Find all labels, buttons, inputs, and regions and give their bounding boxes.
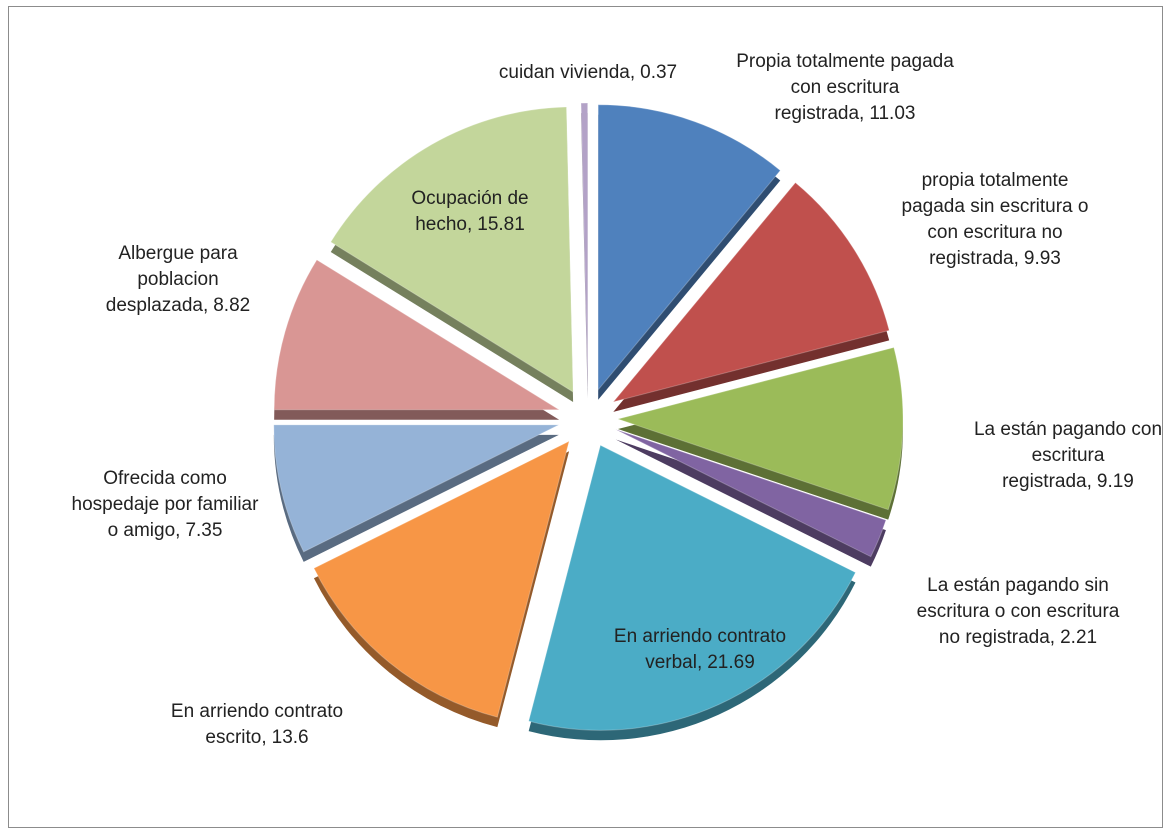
label-category: propia totalmente pagada sin escritura o… xyxy=(901,170,1089,269)
slice xyxy=(615,429,887,558)
slice xyxy=(273,259,561,411)
data-label: En arriendo contrato verbal, 21.69 xyxy=(610,624,790,676)
data-label: Propia totalmente pagada con escritura r… xyxy=(725,49,965,127)
label-category: cuidan vivienda, xyxy=(498,62,636,83)
label-category: La están pagando sin escritura o con esc… xyxy=(916,575,1120,648)
label-value: 13.6 xyxy=(271,727,309,748)
data-label: Ocupación de hecho, 15.81 xyxy=(385,186,555,238)
label-value: 11.03 xyxy=(869,103,916,124)
slice xyxy=(313,440,570,718)
label-category: Propia totalmente pagada con escritura r… xyxy=(736,51,954,124)
slice-depth xyxy=(615,439,886,567)
label-category: La están pagando con escritura registrad… xyxy=(973,419,1163,492)
slice xyxy=(611,181,890,403)
label-category: Ocupación de hecho, xyxy=(411,188,529,235)
data-label: En arriendo contrato escrito, 13.6 xyxy=(157,699,357,751)
data-label: La están pagando sin escritura o con esc… xyxy=(913,573,1123,651)
label-value: 0.37 xyxy=(640,62,678,83)
chart-frame xyxy=(8,6,1163,828)
data-label: propia totalmente pagada sin escritura o… xyxy=(890,168,1100,272)
slice xyxy=(616,346,904,511)
data-label: cuidan vivienda, 0.37 xyxy=(488,60,688,86)
label-category: En arriendo contrato escrito, xyxy=(170,701,344,748)
label-category: En arriendo contrato verbal, xyxy=(613,626,787,673)
label-value: 21.69 xyxy=(707,652,755,673)
data-label: Ofrecida como hospedaje por familiar o a… xyxy=(65,466,265,544)
slice xyxy=(273,424,560,553)
data-label: Albergue para poblacion desplazada, 8.82 xyxy=(83,241,273,319)
label-value: 7.35 xyxy=(185,520,223,541)
label-value: 8.82 xyxy=(213,295,251,316)
label-value: 15.81 xyxy=(477,214,525,235)
label-category: Albergue para poblacion desplazada, xyxy=(105,243,238,316)
slice xyxy=(528,444,857,731)
data-label: La están pagando con escritura registrad… xyxy=(968,417,1168,495)
label-value: 9.93 xyxy=(1023,248,1061,269)
label-value: 9.19 xyxy=(1096,471,1134,492)
slice xyxy=(597,104,781,392)
slice xyxy=(330,106,574,393)
label-value: 2.21 xyxy=(1060,627,1098,648)
label-category: Ofrecida como hospedaje por familiar o a… xyxy=(71,468,259,541)
slice xyxy=(580,102,589,389)
